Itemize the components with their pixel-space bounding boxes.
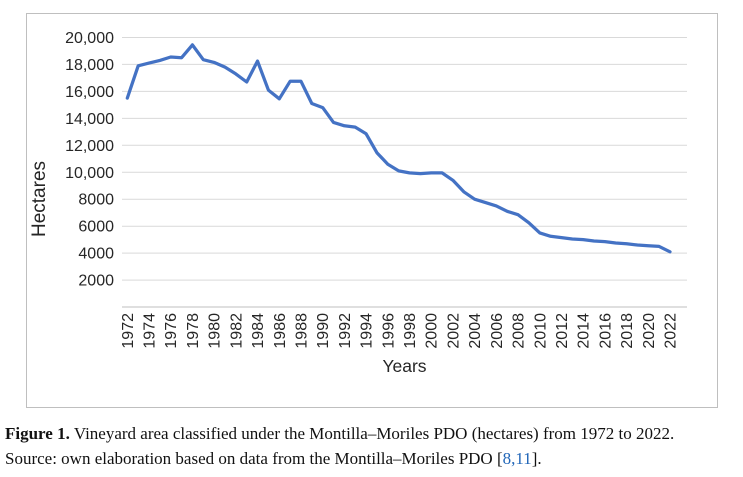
y-tick-label: 2000	[78, 273, 114, 290]
y-tick-label: 8000	[78, 192, 114, 209]
x-tick-label: 1990	[315, 313, 332, 349]
figure-caption-text: Vineyard area classified under the Monti…	[73, 424, 675, 443]
figure-caption: Figure 1. Vineyard area classified under…	[5, 422, 739, 471]
x-tick-label: 1994	[359, 313, 376, 349]
x-tick-label: 1986	[272, 313, 289, 349]
citation-link[interactable]: 8,11	[502, 448, 532, 468]
x-tick-label: 2018	[619, 313, 636, 349]
x-tick-label: 2012	[554, 313, 571, 349]
x-tick-label: 1992	[337, 313, 354, 349]
x-tick-label: 2016	[597, 313, 614, 349]
x-tick-label: 1982	[228, 313, 245, 349]
y-tick-label: 4000	[78, 246, 114, 263]
x-tick-label: 2020	[641, 313, 658, 349]
y-tick-label: 16,000	[65, 84, 114, 101]
x-tick-label: 1980	[207, 313, 224, 349]
y-axis-title: Hectares	[29, 161, 50, 237]
x-axis-title: Years	[382, 356, 426, 376]
x-tick-label: 1984	[250, 313, 267, 349]
x-tick-label: 2006	[489, 313, 506, 349]
x-tick-label: 1972	[120, 313, 137, 349]
y-tick-label: 6000	[78, 219, 114, 236]
x-tick-label: 2022	[663, 313, 680, 349]
figure-source-text: Source: own elaboration based on data fr…	[5, 448, 493, 468]
x-tick-label: 1996	[380, 313, 397, 349]
citation-bracket-close: ].	[531, 448, 542, 468]
figure-caption-label: Figure 1.	[5, 424, 70, 443]
x-tick-label: 1998	[402, 313, 419, 349]
x-tick-label: 2014	[576, 313, 593, 349]
y-tick-label: 18,000	[65, 57, 114, 74]
x-tick-label: 2002	[445, 313, 462, 349]
x-tick-label: 1974	[142, 313, 159, 349]
line-chart: 2022 2020 2018 2016 2014 2012 2010 2008 2006 2004…	[26, 13, 718, 408]
y-tick-label: 10,000	[65, 165, 114, 182]
x-tick-label: 1978	[185, 313, 202, 349]
x-tick-label: 1988	[294, 313, 311, 349]
citation-bracket-open: [	[496, 448, 503, 468]
x-tick-label: 2010	[532, 313, 549, 349]
data-line-vineyard-area	[125, 43, 672, 254]
x-tick-label: 1976	[163, 313, 180, 349]
x-tick-label: 2008	[511, 313, 528, 349]
x-tick-label: 2004	[467, 313, 484, 349]
y-tick-label: 20,000	[65, 30, 114, 47]
y-tick-label: 12,000	[65, 138, 114, 155]
y-tick-label: 14,000	[65, 111, 114, 128]
x-tick-label: 2000	[424, 313, 441, 349]
